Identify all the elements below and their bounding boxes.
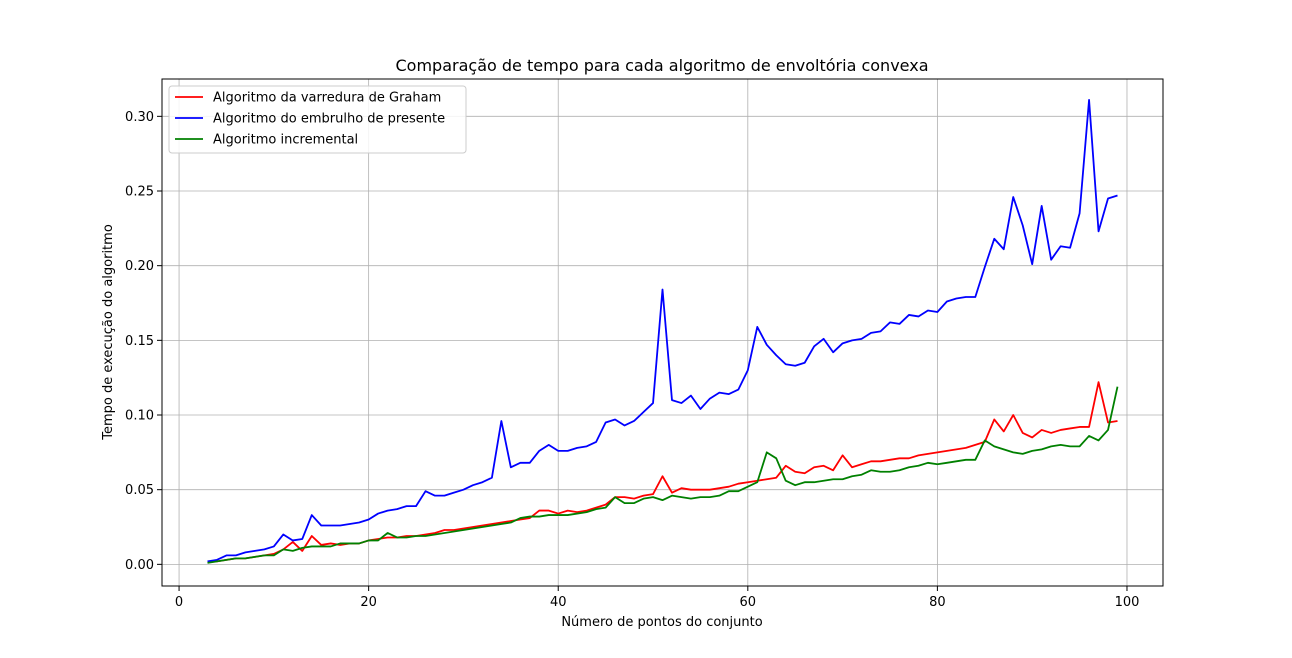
legend-label-1: Algoritmo da varredura de Graham (213, 91, 441, 106)
x-tick-label: 40 (550, 595, 567, 610)
legend-label-3: Algoritmo incremental (213, 133, 358, 148)
grid-lines (162, 79, 1163, 586)
x-tick-label: 80 (929, 595, 946, 610)
plot-frame (161, 78, 1164, 587)
y-tick-label: 0.30 (125, 110, 154, 125)
legend: Algoritmo da varredura de Graham Algoritm… (168, 85, 467, 154)
x-tick-label: 60 (740, 595, 757, 610)
x-axis-title: Número de pontos do conjunto (561, 615, 762, 630)
x-tick-label: 100 (1115, 595, 1140, 610)
y-tick-label: 0.00 (125, 558, 154, 573)
y-tick-label: 0.20 (125, 259, 154, 274)
y-tick-label: 0.05 (125, 483, 154, 498)
legend-label-2: Algoritmo do embrulho de presente (213, 112, 445, 127)
series-line-2 (207, 99, 1118, 563)
y-tick-label: 0.15 (125, 334, 154, 349)
x-axis-ticks: 0 20 40 60 80 100 (175, 586, 1139, 610)
x-tick-label: 0 (175, 595, 183, 610)
y-axis-title: Tempo de execução do algoritmo (101, 224, 116, 441)
y-tick-label: 0.10 (125, 409, 154, 424)
x-tick-label: 20 (360, 595, 377, 610)
y-tick-label: 0.25 (125, 185, 154, 200)
y-axis-ticks: 0.00 0.05 0.10 0.15 0.20 0.25 0.30 (125, 110, 162, 573)
series-line-3 (207, 386, 1119, 564)
legend-box (168, 85, 467, 154)
series-layer (207, 99, 1119, 564)
chart-title: Comparação de tempo para cada algoritmo … (396, 56, 929, 75)
